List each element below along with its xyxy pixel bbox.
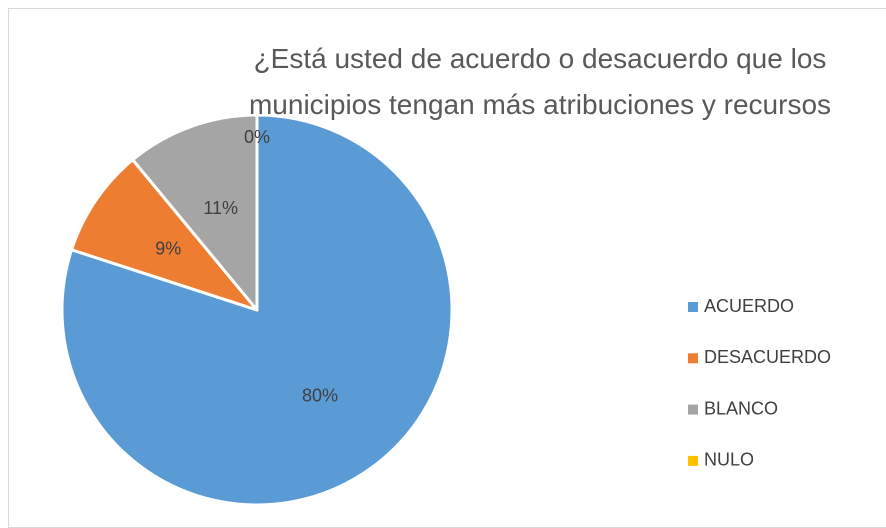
legend-label: BLANCO	[704, 398, 778, 418]
data-label: 11%	[203, 198, 238, 218]
legend-label: DESACUERDO	[704, 347, 831, 367]
legend-swatch	[688, 404, 698, 415]
chart-title: ¿Está usted de acuerdo o desacuerdo que …	[248, 43, 832, 120]
pie-slice	[131, 113, 259, 312]
pie-slice	[70, 158, 259, 312]
data-label: 0%	[244, 127, 270, 147]
legend-label: NULO	[704, 450, 754, 470]
data-label: 80%	[302, 386, 338, 406]
legend-swatch	[688, 353, 698, 364]
legend-swatch	[688, 302, 698, 312]
legend-swatch	[688, 455, 698, 466]
legend-label: ACUERDO	[704, 296, 794, 316]
data-label: 9%	[155, 238, 181, 258]
